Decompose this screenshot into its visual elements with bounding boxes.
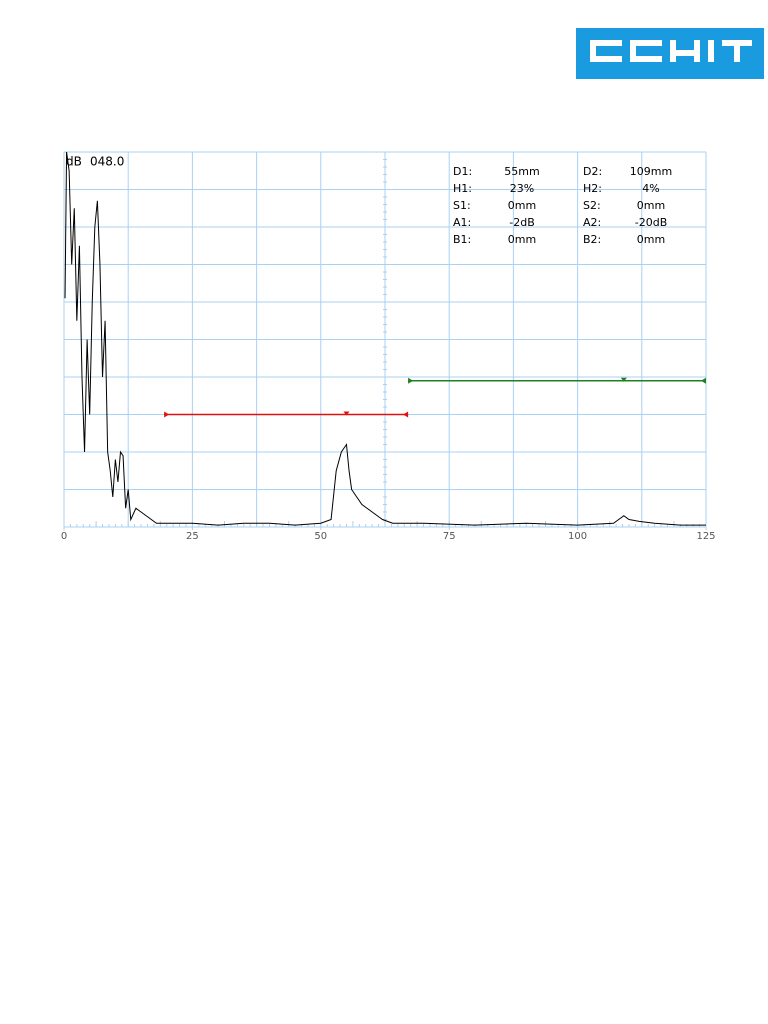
reading-label: B2:	[583, 233, 601, 246]
reading-label: H1:	[453, 182, 472, 195]
reading-value: -2dB	[509, 216, 535, 229]
gate-marker	[343, 411, 350, 416]
logo	[576, 28, 764, 79]
x-tick-label: 25	[186, 531, 199, 542]
reading-value: 0mm	[508, 199, 536, 212]
x-tick-label: 125	[696, 531, 715, 542]
gain-value: 048.0	[90, 155, 124, 169]
gate-start	[164, 411, 170, 418]
x-tick-label: 100	[568, 531, 587, 542]
reading-value: 109mm	[630, 165, 672, 178]
reading-value: 0mm	[508, 233, 536, 246]
x-tick-label: 75	[443, 531, 456, 542]
gate-start	[408, 377, 414, 384]
reading-label: D1:	[453, 165, 472, 178]
reading-label: B1:	[453, 233, 471, 246]
gate-end	[403, 411, 409, 418]
reading-label: D2:	[583, 165, 602, 178]
waveform	[64, 151, 706, 526]
x-tick-label: 0	[61, 531, 67, 542]
reading-label: A1:	[453, 216, 471, 229]
reading-value: 0mm	[637, 199, 665, 212]
gate-end	[701, 377, 706, 384]
x-tick-label: 50	[314, 531, 327, 542]
reading-value: 0mm	[637, 233, 665, 246]
reading-label: S2:	[583, 199, 601, 212]
reading-value: -20dB	[635, 216, 668, 229]
reading-value: 23%	[510, 182, 534, 195]
reading-label: S1:	[453, 199, 471, 212]
reading-value: 4%	[642, 182, 659, 195]
gate-marker	[620, 377, 627, 382]
reading-label: A2:	[583, 216, 601, 229]
gain-unit: dB	[66, 155, 82, 169]
reading-label: H2:	[583, 182, 602, 195]
plot	[64, 151, 706, 526]
reading-value: 55mm	[504, 165, 539, 178]
logo-mark	[590, 40, 752, 62]
